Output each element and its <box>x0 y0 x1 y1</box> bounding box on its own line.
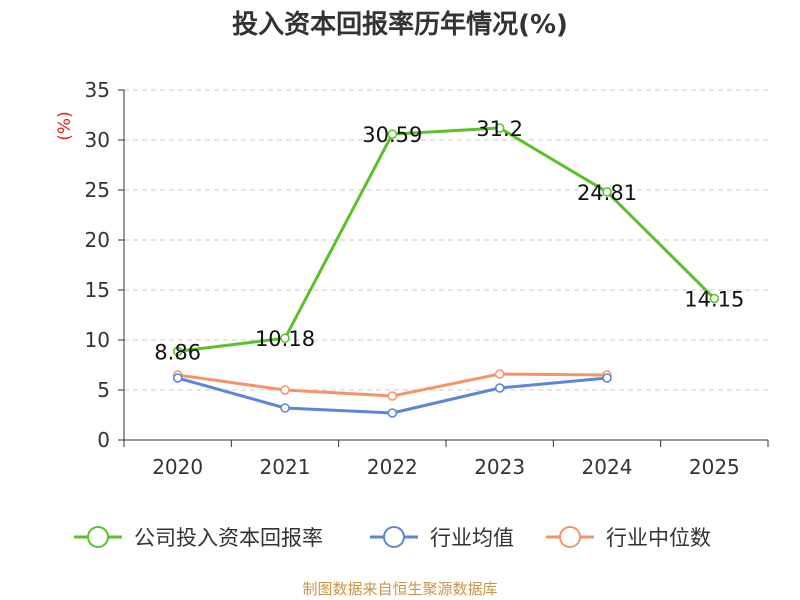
legend-marker <box>559 526 581 548</box>
chart-title: 投入资本回报率历年情况(%) <box>232 10 568 40</box>
data-label: 10.18 <box>255 327 315 351</box>
y-tick-label: 0 <box>97 428 110 452</box>
y-tick-label: 5 <box>97 378 110 402</box>
data-point <box>280 333 290 343</box>
data-point <box>387 408 398 418</box>
x-tick-label: 2024 <box>582 455 633 479</box>
y-tick-label: 20 <box>85 228 110 252</box>
data-point <box>387 391 398 401</box>
y-tick-label: 15 <box>85 278 110 302</box>
series-line <box>177 126 716 353</box>
data-point <box>172 373 183 383</box>
x-tick-label: 2020 <box>152 455 203 479</box>
data-point <box>280 385 290 395</box>
legend-item[interactable]: 行业均值 <box>370 526 514 550</box>
legend-item[interactable]: 行业中位数 <box>546 526 711 550</box>
data-point <box>387 129 398 139</box>
legend[interactable]: 公司投入资本回报率 行业均值 行业中位数 <box>74 526 711 550</box>
data-label: 24.81 <box>577 181 637 205</box>
series-layer <box>172 123 720 418</box>
y-tick-label: 10 <box>85 328 110 352</box>
data-point <box>494 369 505 379</box>
data-label: 30.59 <box>362 123 422 147</box>
legend-label: 行业均值 <box>430 526 514 550</box>
data-source-note: 制图数据来自恒生聚源数据库 <box>302 580 498 598</box>
x-tick-label: 2022 <box>367 455 418 479</box>
x-tick-label: 2023 <box>474 455 525 479</box>
data-point <box>602 373 612 383</box>
legend-label: 公司投入资本回报率 <box>134 526 323 550</box>
data-label: 8.86 <box>154 340 201 364</box>
x-tick-label: 2025 <box>689 455 740 479</box>
x-tick-label: 2021 <box>260 455 311 479</box>
y-tick-label: 35 <box>85 78 110 102</box>
data-point <box>494 123 505 133</box>
data-labels: 8.86 10.18 30.59 31.2 24.81 14.15 <box>154 117 744 364</box>
data-point <box>280 403 290 413</box>
data-label: 14.15 <box>684 288 744 312</box>
y-tick-label: 30 <box>85 128 110 152</box>
data-point <box>172 346 183 357</box>
data-point <box>602 187 612 197</box>
legend-marker <box>383 526 405 548</box>
data-point <box>494 383 505 393</box>
data-label: 31.2 <box>476 117 523 141</box>
legend-marker <box>87 526 109 548</box>
y-axis-label: (%) <box>55 111 75 140</box>
legend-item[interactable]: 公司投入资本回报率 <box>74 526 323 550</box>
legend-label: 行业中位数 <box>606 526 711 550</box>
data-point <box>709 293 720 304</box>
y-tick-label: 25 <box>85 178 110 202</box>
